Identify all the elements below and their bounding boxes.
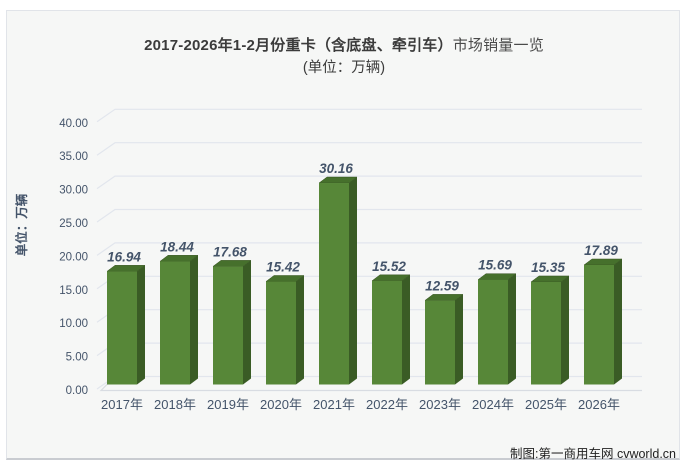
bar-2020年 [266, 281, 296, 385]
bar-side-face [614, 258, 622, 385]
x-axis-category-label: 2021年 [313, 397, 355, 412]
bar-2023年 [425, 300, 455, 385]
gridline [96, 142, 642, 156]
y-axis-tick-label: 35.00 [59, 151, 88, 163]
chart-title-suffix: 市场销量一览 [452, 37, 544, 54]
x-axis-category-label: 2019年 [207, 397, 249, 412]
y-axis-tick-label: 20.00 [59, 251, 88, 263]
bar-side-face [561, 275, 569, 385]
bar-2025年 [531, 281, 561, 385]
y-axis-tick-label: 10.00 [59, 318, 88, 330]
chart-title: 2017-2026年1-2月份重卡（含底盘、牵引车）市场销量一览 [0, 34, 688, 55]
bar-side-face [137, 265, 145, 385]
bar-side-face [296, 275, 304, 385]
y-axis-tick-label: 25.00 [59, 218, 88, 230]
bar-2022年 [372, 280, 402, 385]
bar-2019年 [213, 266, 243, 385]
y-axis-tick-label: 0.00 [66, 385, 88, 397]
bar-value-label: 12.59 [425, 278, 459, 293]
gridline [96, 175, 642, 190]
x-axis-category-label: 2024年 [472, 397, 514, 412]
gridline [96, 242, 642, 256]
x-axis-category-label: 2017年 [101, 397, 143, 412]
chart-title-main: 2017-2026年1-2月份重卡（含底盘、牵引车） [144, 37, 453, 54]
x-axis-category-label: 2022年 [366, 397, 408, 412]
bar-2017年 [107, 271, 137, 385]
y-axis-tick-label: 15.00 [59, 285, 88, 297]
gridline [96, 208, 642, 223]
bar-side-face [455, 294, 463, 385]
bar-value-label: 18.44 [160, 239, 194, 254]
x-axis-category-label: 2018年 [154, 397, 196, 412]
bar-side-face [402, 274, 410, 385]
y-axis-tick-label: 30.00 [59, 185, 88, 197]
bar-2021年 [319, 183, 349, 385]
bar-value-label: 17.89 [584, 243, 618, 258]
bar-side-face [190, 255, 198, 385]
bar-side-face [508, 273, 516, 385]
y-axis-title: 单位：万辆 [14, 193, 29, 256]
bar-value-label: 17.68 [213, 244, 247, 259]
bar-value-label: 15.35 [531, 260, 565, 275]
bar-2024年 [478, 279, 508, 385]
bar-value-label: 16.94 [107, 249, 141, 264]
bar-value-label: 15.42 [266, 259, 300, 274]
x-axis-category-label: 2025年 [525, 397, 567, 412]
bar-2026年 [584, 264, 614, 385]
bar-side-face [349, 177, 357, 385]
bar-value-label: 15.52 [372, 259, 406, 274]
y-axis-tick-label: 5.00 [66, 352, 88, 364]
bar-side-face [243, 260, 251, 385]
gridline [96, 108, 642, 123]
source-credit: 制图:第一商用车网 cvworld.cn [510, 447, 676, 461]
bar-2018年 [160, 261, 190, 385]
x-axis-category-label: 2026年 [578, 397, 620, 412]
bar-value-label: 15.69 [478, 258, 512, 273]
x-axis-category-label: 2023年 [419, 397, 461, 412]
chart-subtitle-unit: (单位：万辆) [302, 60, 386, 76]
y-axis-tick-label: 40.00 [59, 118, 88, 130]
x-axis-category-label: 2020年 [260, 397, 302, 412]
bar-value-label: 30.16 [319, 161, 353, 176]
